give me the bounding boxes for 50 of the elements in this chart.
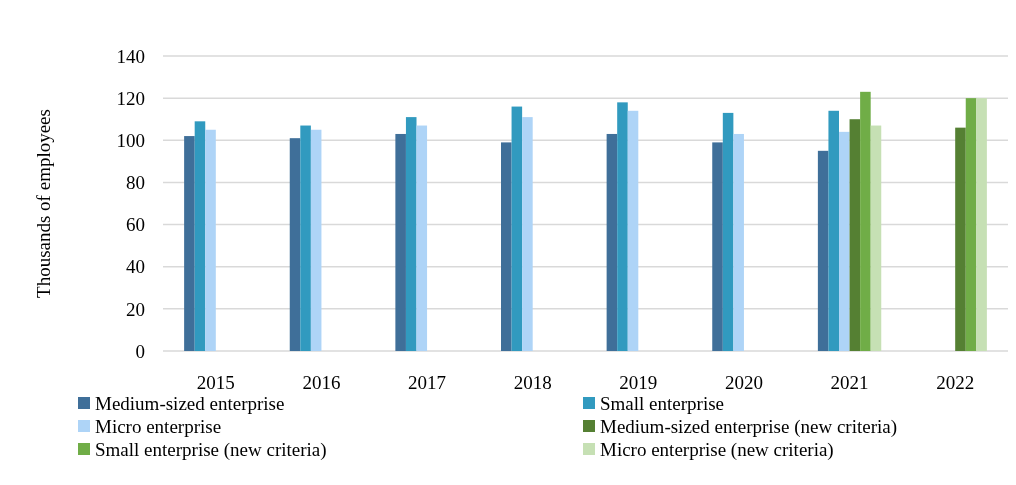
bar <box>722 112 734 351</box>
bar <box>205 129 216 351</box>
legend-label: Micro enterprise (new criteria) <box>600 438 834 461</box>
bar <box>627 110 639 351</box>
x-tick-label: 2019 <box>619 372 658 393</box>
y-tick-label: 80 <box>126 172 145 194</box>
bar <box>955 127 966 351</box>
bar <box>405 117 417 351</box>
y-axis-title: Thousands of employees <box>33 109 54 298</box>
bar <box>310 129 322 351</box>
y-tick-label: 20 <box>126 298 145 320</box>
legend-label: Medium-sized enterprise <box>95 392 285 414</box>
x-tick-label: 2020 <box>724 372 763 393</box>
bar <box>870 125 882 351</box>
legend-label: Medium-sized enterprise (new criteria) <box>600 415 898 438</box>
bar <box>395 133 406 351</box>
bar <box>606 133 618 351</box>
legend-label: Small enterprise (new criteria) <box>95 438 327 461</box>
bar <box>817 150 829 351</box>
y-tick-label: 140 <box>116 45 145 67</box>
x-tick-label: 2022 <box>936 372 975 393</box>
bar <box>300 125 311 351</box>
bar <box>965 98 977 351</box>
y-tick-label: 60 <box>126 214 145 236</box>
legend-label: Micro enterprise <box>95 415 222 437</box>
bar <box>617 102 628 351</box>
y-tick-label: 100 <box>116 129 145 151</box>
bar <box>194 121 206 351</box>
y-tick-label: 0 <box>135 340 145 362</box>
x-tick-label: 2017 <box>408 372 447 393</box>
bar <box>849 119 861 351</box>
bar <box>184 136 195 351</box>
bar <box>733 133 744 351</box>
x-tick-label: 2015 <box>196 372 235 393</box>
bar <box>860 91 871 351</box>
bar <box>712 142 723 351</box>
x-tick-label: 2021 <box>830 372 869 393</box>
bar <box>828 110 839 351</box>
y-tick-label: 40 <box>126 256 145 278</box>
x-tick-label: 2016 <box>302 372 341 393</box>
bar <box>501 142 512 351</box>
bar <box>976 98 987 351</box>
x-tick-label: 2018 <box>513 372 552 393</box>
bar <box>522 117 533 351</box>
y-tick-label: 120 <box>116 87 145 109</box>
bar <box>289 138 301 351</box>
bar <box>416 125 428 351</box>
bar <box>839 131 850 351</box>
bar <box>511 106 523 351</box>
legend-label: Small enterprise <box>600 392 724 414</box>
